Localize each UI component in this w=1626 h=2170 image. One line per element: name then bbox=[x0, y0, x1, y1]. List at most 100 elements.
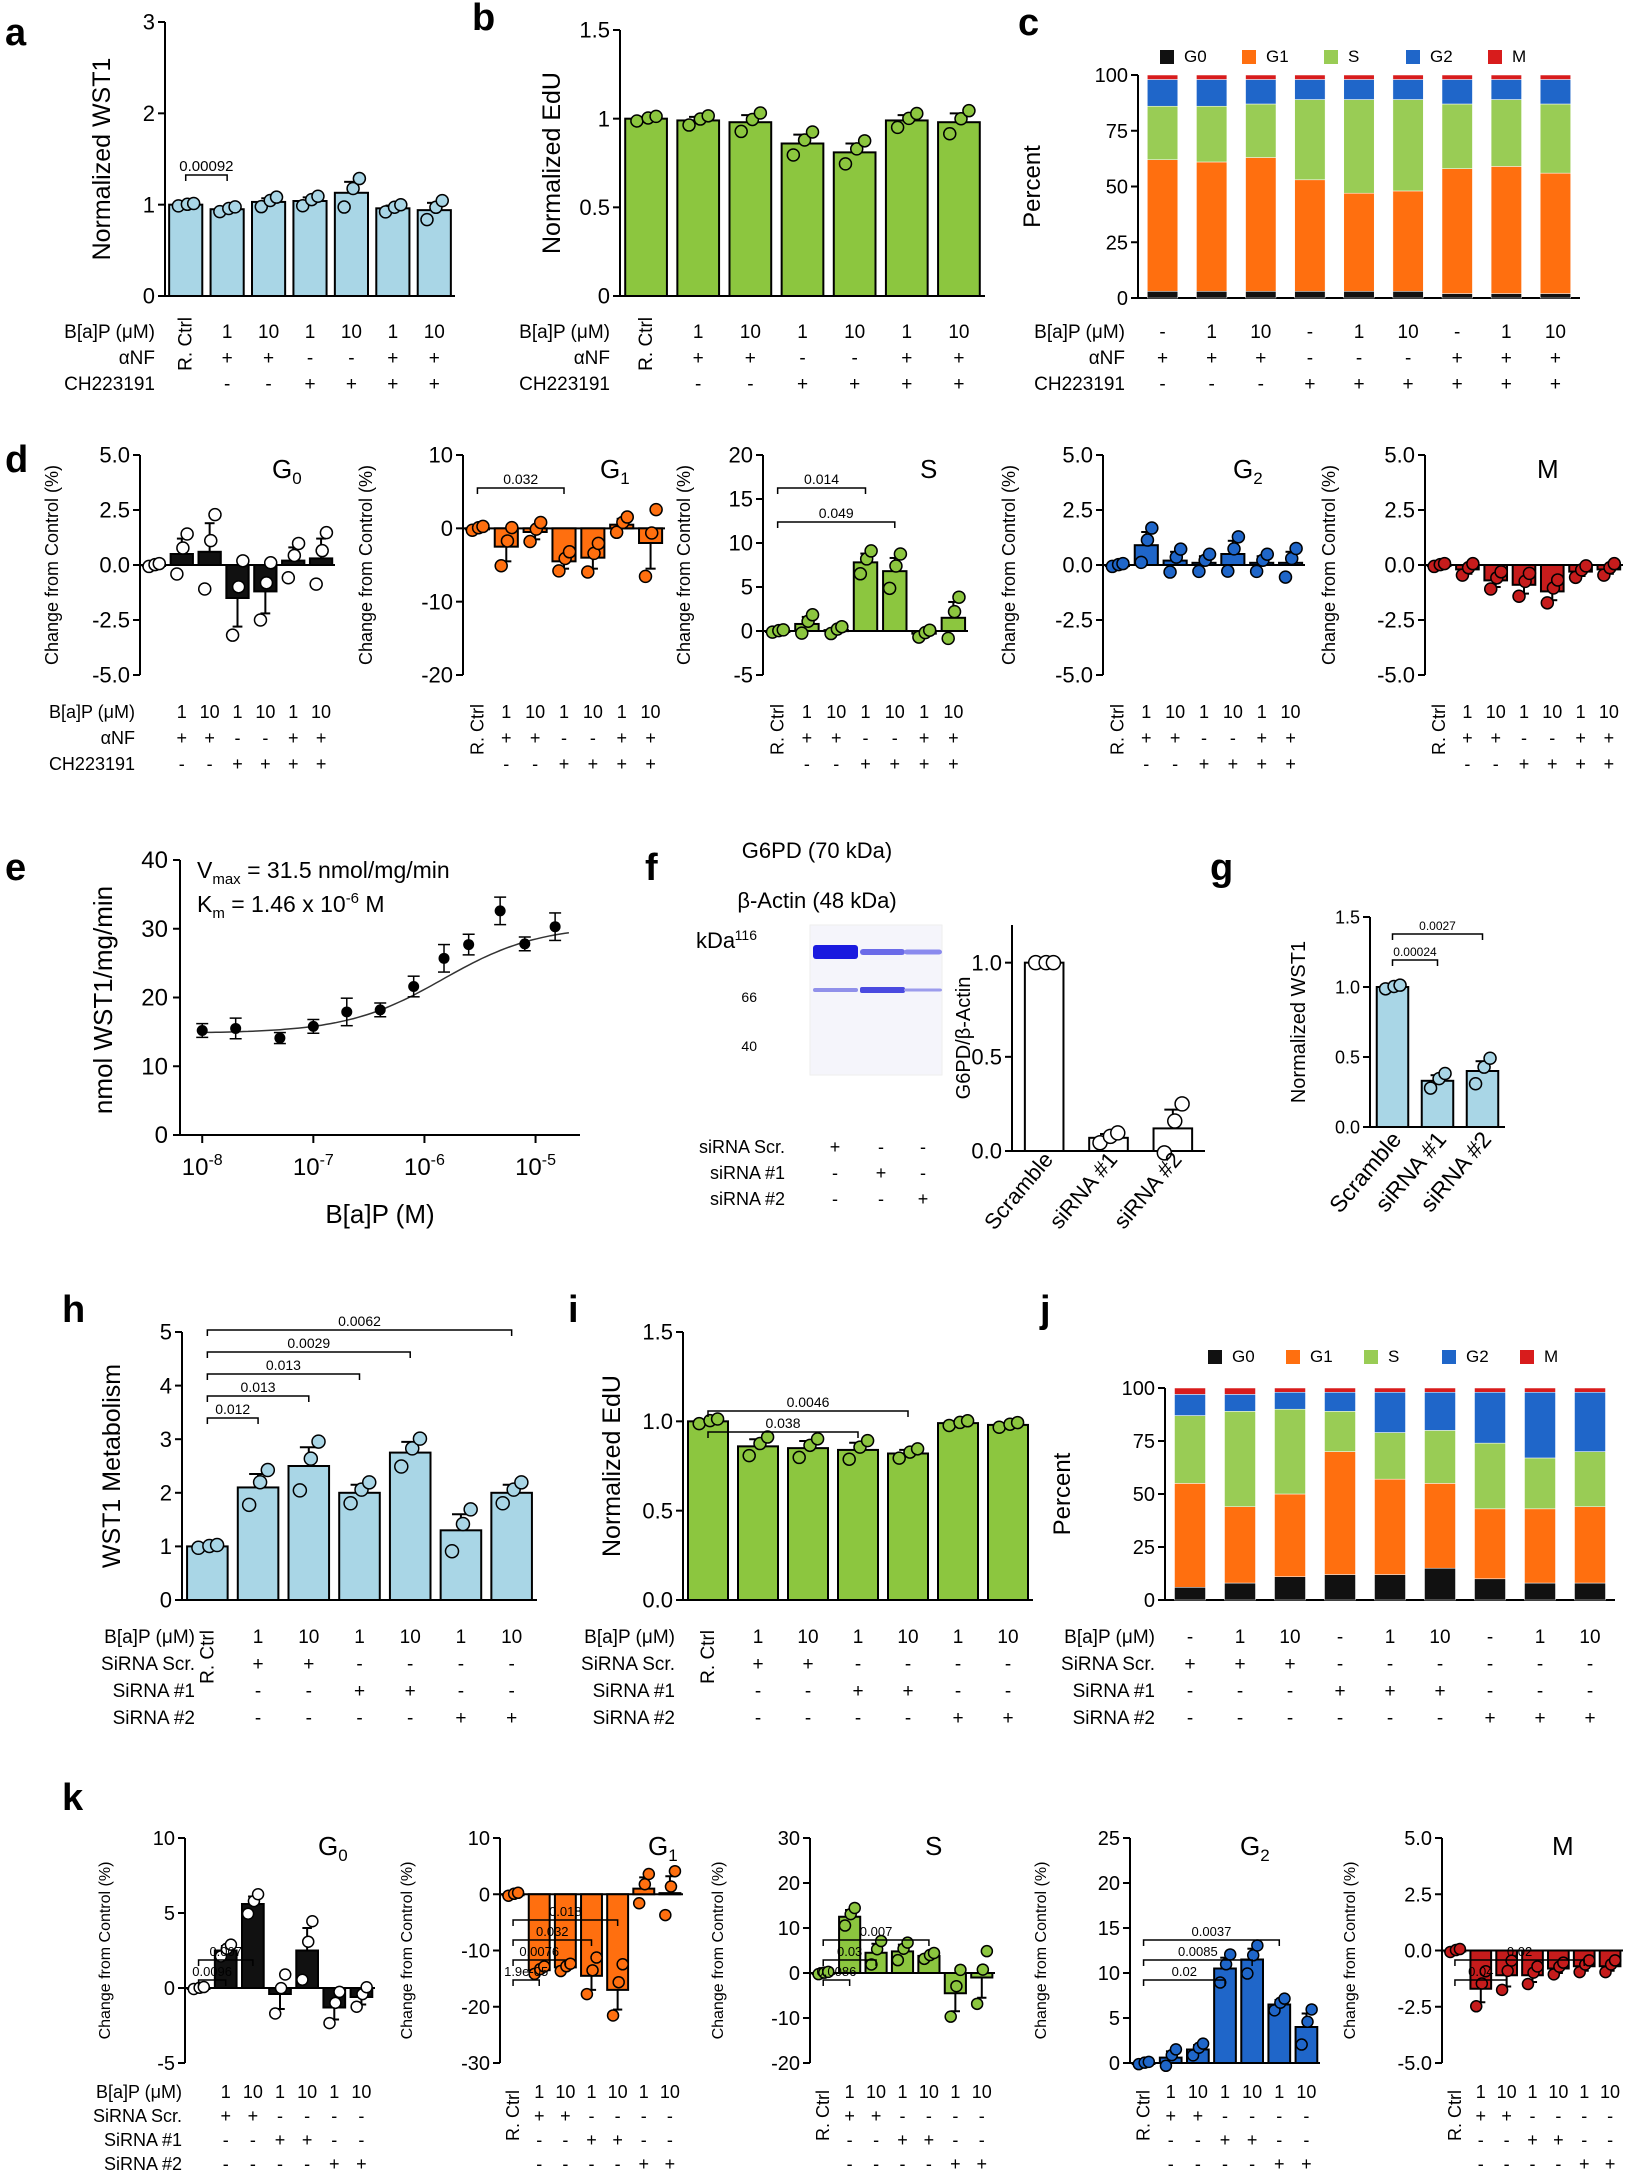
row-value: - bbox=[755, 1708, 761, 1729]
row-value: + bbox=[253, 1654, 264, 1675]
row-value: 1 bbox=[1519, 702, 1529, 722]
stack-segment-G1 bbox=[1393, 191, 1423, 291]
y-tick-label: 0.5 bbox=[579, 195, 610, 220]
row-value: 1 bbox=[232, 702, 242, 722]
p-value-label: 1.9e-05 bbox=[504, 1964, 548, 1979]
row-label: CH223191 bbox=[64, 374, 155, 395]
row-value: - bbox=[1222, 2106, 1228, 2126]
data-point bbox=[1251, 565, 1263, 577]
x-category-label: siRNA #1 bbox=[1044, 1147, 1122, 1233]
row-value: + bbox=[204, 728, 215, 748]
row-value: + bbox=[1434, 1681, 1445, 1702]
y-tick-label: -10 bbox=[421, 589, 453, 614]
stack-segment-S bbox=[1175, 1416, 1206, 1484]
y-axis-label: nmol WST1/mg/min bbox=[88, 886, 118, 1114]
row-value: 1 bbox=[501, 702, 511, 722]
significance-bracket bbox=[513, 1980, 539, 1986]
row-label: αNF bbox=[574, 348, 610, 369]
figure-canvas: a0123Normalized WST1 0.00092B[a]P (μM) 1 10… bbox=[0, 0, 1626, 2170]
row-value: + bbox=[924, 2130, 935, 2150]
r-ctrl-label: R. Ctrl bbox=[503, 2090, 523, 2141]
data-point bbox=[953, 591, 965, 603]
row-label: siRNA #2 bbox=[710, 1189, 785, 1209]
y-tick-label: -5.0 bbox=[1055, 663, 1093, 688]
row-value: + bbox=[645, 754, 656, 774]
row-value: 1 bbox=[456, 1627, 467, 1648]
row-value: 1 bbox=[1527, 2082, 1537, 2102]
row-value: 1 bbox=[305, 322, 316, 343]
y-tick-label: 10 bbox=[468, 1828, 490, 1850]
row-value: - bbox=[920, 1163, 926, 1183]
row-value: + bbox=[612, 2130, 623, 2150]
data-point bbox=[1439, 1068, 1451, 1080]
data-point bbox=[911, 108, 923, 120]
row-value: - bbox=[873, 2154, 879, 2170]
data-point bbox=[1252, 1940, 1263, 1951]
y-tick-label: 1.0 bbox=[1335, 977, 1360, 997]
legend-label: S bbox=[1348, 47, 1359, 66]
data-point bbox=[639, 1879, 650, 1890]
data-point bbox=[643, 1869, 654, 1880]
bar bbox=[607, 1894, 628, 1990]
y-tick-label: 0.5 bbox=[642, 1498, 673, 1523]
row-value: - bbox=[847, 2130, 853, 2150]
row-value: 10 bbox=[1429, 1627, 1450, 1648]
row-value: 10 bbox=[1599, 702, 1619, 722]
row-value: - bbox=[1222, 2154, 1228, 2170]
p-value-label: 0.032 bbox=[503, 471, 538, 487]
row-value: - bbox=[955, 1681, 961, 1702]
r-ctrl-label: R. Ctrl bbox=[1429, 704, 1449, 755]
bar bbox=[838, 1450, 878, 1600]
stack-segment-G0 bbox=[1491, 294, 1521, 298]
data-point bbox=[282, 572, 294, 584]
row-value: + bbox=[346, 374, 357, 395]
y-tick-label: -5 bbox=[157, 2053, 175, 2075]
treatment-table: B[a]P (μM) 1 10 1 10 1 10SiRNA Scr. + + - - - -SiRNA… bbox=[93, 2082, 371, 2170]
y-tick-label: 5.0 bbox=[1404, 1828, 1432, 1850]
p-value-label: 0.0027 bbox=[1419, 919, 1456, 933]
stack-segment-G2 bbox=[1375, 1392, 1406, 1432]
row-value: 1 bbox=[797, 322, 808, 343]
row-value: - bbox=[250, 2154, 256, 2170]
data-point bbox=[227, 629, 239, 641]
row-value: - bbox=[265, 374, 271, 395]
legend-swatch bbox=[1520, 1350, 1534, 1364]
data-point bbox=[1513, 590, 1525, 602]
row-value: + bbox=[387, 348, 398, 369]
fit-curve bbox=[202, 933, 569, 1033]
row-value: + bbox=[263, 348, 274, 369]
data-point bbox=[807, 609, 819, 621]
x-category-label: siRNA #2 bbox=[1109, 1147, 1187, 1233]
data-point bbox=[1580, 560, 1592, 572]
bar bbox=[788, 1448, 828, 1600]
y-tick-label: -20 bbox=[421, 663, 453, 688]
bar bbox=[252, 202, 285, 296]
data-point bbox=[1552, 574, 1564, 586]
stack-segment-S bbox=[1325, 1411, 1356, 1451]
treatment-table: 1 10 1 10 1 10+ + - - - -- - + + - -- - - - + +R. Ctrl bbox=[1445, 2082, 1620, 2170]
data-point bbox=[1610, 1955, 1621, 1966]
row-value: - bbox=[805, 1708, 811, 1729]
row-value: - bbox=[358, 2130, 364, 2150]
treatment-table: 1 10 1 10 1 10+ + - - - -- - + + - -- - - - + +R. Ctrl bbox=[813, 2082, 992, 2170]
y-tick-label: -10 bbox=[461, 1941, 490, 1963]
row-value: + bbox=[1604, 754, 1615, 774]
row-value: 1 bbox=[388, 322, 399, 343]
row-value: - bbox=[847, 2154, 853, 2170]
y-axis-label: Change from Control (%) bbox=[356, 465, 376, 665]
phase-title: G1 bbox=[600, 454, 630, 488]
row-value: - bbox=[892, 728, 898, 748]
row-value: 1 bbox=[753, 1627, 764, 1648]
data-point bbox=[924, 624, 936, 636]
p-value-label: 0.012 bbox=[215, 1401, 250, 1417]
p-value-label: 0.018 bbox=[549, 1904, 582, 1919]
row-value: - bbox=[508, 1654, 514, 1675]
treatment-table: 1 10 1 10 1 10+ + - - + +- - + + + +R. Ctrl bbox=[768, 702, 964, 774]
phase-title: G2 bbox=[1240, 1831, 1270, 1865]
kda-label: kDa bbox=[696, 928, 736, 953]
row-value: + bbox=[1255, 348, 1266, 369]
panel-letter-i: i bbox=[568, 1289, 579, 1331]
row-value: 1 bbox=[1462, 702, 1472, 722]
data-point bbox=[1222, 565, 1234, 577]
data-point bbox=[341, 1006, 352, 1017]
